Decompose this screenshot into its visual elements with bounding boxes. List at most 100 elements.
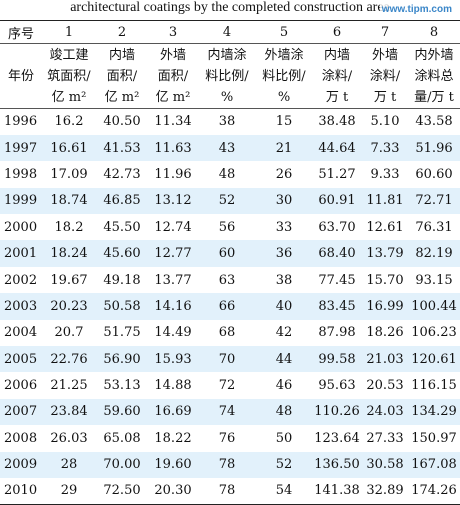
value-cell: 36	[256, 240, 312, 267]
year-cell: 2009	[0, 451, 42, 478]
value-cell: 13.12	[148, 187, 198, 215]
year-cell: 2006	[0, 372, 42, 399]
value-cell: 30	[256, 187, 312, 215]
value-cell: 46.85	[96, 187, 148, 215]
value-cell: 11.96	[148, 161, 198, 188]
table-row: 2006 21.25 53.13 14.88 72 46 95.63 20.53 116.15	[0, 372, 460, 399]
value-cell: 43.58	[408, 108, 460, 135]
value-cell: 23.84	[42, 398, 96, 426]
table-row: 2000 18.2 45.50 12.74 56 33 63.70 12.61 76.31	[0, 214, 460, 241]
header-title-line: 外墙涂	[264, 47, 304, 63]
year-cell: 1998	[0, 161, 42, 188]
header-col-number: 1	[42, 20, 96, 44]
header-title-line: 万 t	[325, 89, 349, 105]
value-cell: 150.97	[408, 425, 460, 452]
header-year-title: 年份	[0, 43, 42, 109]
header-title-line: 面积/	[106, 68, 138, 84]
year-cell: 1997	[0, 134, 42, 162]
table-caption: architectural coatings by the completed …	[70, 0, 390, 15]
value-cell: 51.75	[96, 319, 148, 347]
value-cell: 44.64	[312, 134, 362, 162]
value-cell: 20.7	[42, 319, 96, 347]
value-cell: 76.31	[408, 214, 460, 241]
value-cell: 38	[256, 266, 312, 294]
value-cell: 123.64	[312, 425, 362, 452]
value-cell: 19.60	[148, 451, 198, 478]
header-title-line: 涂料/	[369, 68, 401, 84]
header-seq-label: 序号	[0, 20, 42, 44]
value-cell: 16.2	[42, 108, 96, 135]
value-cell: 49.18	[96, 266, 148, 294]
value-cell: 18.26	[362, 319, 408, 347]
header-column-title: 内墙涂 料比例/%	[198, 43, 256, 109]
year-cell: 2004	[0, 319, 42, 347]
value-cell: 5.10	[362, 108, 408, 135]
value-cell: 15.70	[362, 266, 408, 294]
value-cell: 60	[198, 240, 256, 267]
value-cell: 167.08	[408, 451, 460, 478]
value-cell: 15.93	[148, 346, 198, 373]
value-cell: 14.16	[148, 293, 198, 320]
value-cell: 72.71	[408, 187, 460, 215]
header-title-line: 内墙	[108, 47, 135, 63]
header-column-title: 内墙 涂料/万 t	[312, 43, 362, 109]
value-cell: 50	[256, 425, 312, 452]
value-cell: 48	[198, 161, 256, 188]
table-row: 1997 16.61 41.53 11.63 43 21 44.64 7.33 51.96	[0, 134, 460, 162]
value-cell: 100.44	[408, 293, 460, 320]
value-cell: 76	[198, 425, 256, 452]
header-column-title: 外墙 涂料/万 t	[362, 43, 408, 109]
table-row: 2004 20.7 51.75 14.49 68 42 87.98 18.26 106.23	[0, 319, 460, 347]
value-cell: 21.03	[362, 346, 408, 373]
value-cell: 32.89	[362, 477, 408, 505]
watermark-logo: www.tipm.com	[379, 4, 454, 15]
value-cell: 18.22	[148, 425, 198, 452]
year-cell: 2007	[0, 398, 42, 426]
header-column-title: 内墙 面积/亿 m²	[96, 43, 148, 109]
header-column-title: 竣工建筑面积/亿 m²	[42, 43, 96, 109]
header-title-line: 料比例/	[205, 68, 249, 84]
value-cell: 174.26	[408, 477, 460, 505]
value-cell: 21	[256, 134, 312, 162]
value-cell: 48	[256, 398, 312, 426]
year-cell: 2001	[0, 240, 42, 267]
value-cell: 63.70	[312, 214, 362, 241]
value-cell: 30.58	[362, 451, 408, 478]
value-cell: 12.61	[362, 214, 408, 241]
value-cell: 7.33	[362, 134, 408, 162]
value-cell: 110.26	[312, 398, 362, 426]
value-cell: 17.09	[42, 161, 96, 188]
value-cell: 59.60	[96, 398, 148, 426]
header-column-title: 外墙涂 料比例/%	[256, 43, 312, 109]
value-cell: 51.27	[312, 161, 362, 188]
header-title-line: 筑面积/	[47, 68, 91, 84]
header-title-line: 量/万 t	[414, 89, 454, 105]
year-cell: 2010	[0, 477, 42, 505]
value-cell: 68.40	[312, 240, 362, 267]
value-cell: 24.03	[362, 398, 408, 426]
value-cell: 56.90	[96, 346, 148, 373]
value-cell: 63	[198, 266, 256, 294]
header-title-line: 料比例/	[262, 68, 306, 84]
year-cell: 2002	[0, 266, 42, 294]
year-cell: 2005	[0, 346, 42, 373]
header-title-line: 亿 m²	[51, 89, 87, 105]
table-row: 1999 18.74 46.85 13.12 52 30 60.91 11.81 72.71	[0, 187, 460, 215]
value-cell: 11.63	[148, 134, 198, 162]
value-cell: 18.24	[42, 240, 96, 267]
value-cell: 74	[198, 398, 256, 426]
value-cell: 42.73	[96, 161, 148, 188]
value-cell: 45.60	[96, 240, 148, 267]
header-title-line: 亿 m²	[155, 89, 191, 105]
header-title-line: 涂料总	[414, 68, 454, 84]
table-row: 2007 23.84 59.60 16.69 74 48 110.26 24.03 134.29	[0, 398, 460, 426]
value-cell: 65.08	[96, 425, 148, 452]
header-title-line: 内外墙	[414, 47, 454, 63]
header-title-line: 竣工建	[49, 47, 89, 63]
value-cell: 78	[198, 451, 256, 478]
value-cell: 106.23	[408, 319, 460, 347]
value-cell: 77.45	[312, 266, 362, 294]
table-row: 2010 29 72.50 20.30 78 54 141.38 32.89 174.26	[0, 477, 460, 505]
value-cell: 11.81	[362, 187, 408, 215]
value-cell: 16.69	[148, 398, 198, 426]
